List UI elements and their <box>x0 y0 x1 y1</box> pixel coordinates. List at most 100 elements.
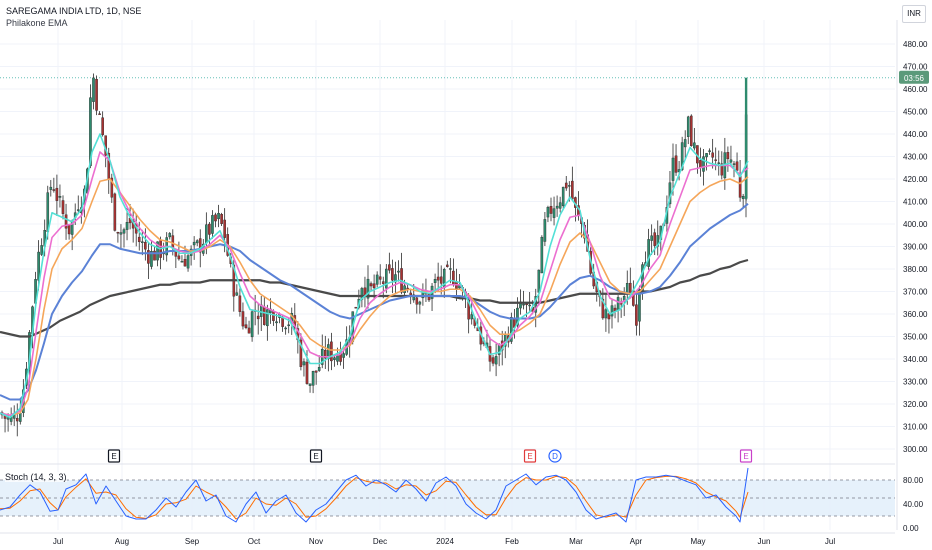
candle-body <box>564 182 568 189</box>
event-marker-label: E <box>527 452 532 461</box>
candle-body <box>540 236 544 274</box>
candle-body <box>452 270 455 285</box>
osc-tick-label: 0.00 <box>903 524 919 533</box>
candle-body <box>113 193 117 231</box>
candle-body <box>205 224 208 244</box>
event-marker[interactable]: E <box>107 449 121 463</box>
candle-body <box>147 250 150 264</box>
candle-body <box>174 251 178 257</box>
candle-body <box>708 150 711 152</box>
candle-body <box>525 303 528 306</box>
time-tick-label: Oct <box>248 537 261 546</box>
candle-body <box>418 301 422 305</box>
candle-body <box>137 236 141 243</box>
candle-body <box>537 269 541 293</box>
price-tick-label: 450.00 <box>903 108 928 117</box>
candle-body <box>195 240 199 244</box>
stoch-k-line <box>0 467 749 523</box>
time-tick-label: 2024 <box>436 537 454 546</box>
candle-body <box>397 270 400 273</box>
candle-body <box>625 283 629 293</box>
price-tick-label: 420.00 <box>903 175 928 184</box>
candle-body <box>375 274 379 285</box>
candle-body <box>156 241 159 261</box>
candle-body <box>568 185 571 187</box>
candle-body <box>58 196 62 198</box>
candle-body <box>186 255 190 269</box>
candle-body <box>49 186 53 190</box>
candle-body <box>366 278 370 299</box>
price-tick-label: 300.00 <box>903 445 928 454</box>
time-axis: Jul Aug Sep Oct Nov Dec 2024 Feb Mar Apr May Jun Jul <box>53 537 835 546</box>
candle-body <box>15 417 19 422</box>
candle-body <box>61 200 65 214</box>
candle-body <box>110 177 114 198</box>
candle-body <box>55 187 59 201</box>
price-tick-label: 380.00 <box>903 265 928 274</box>
candle-body <box>693 142 696 149</box>
candle-body <box>494 356 498 365</box>
candle-body <box>738 173 742 198</box>
candle-body <box>717 162 721 164</box>
price-tick-label: 320.00 <box>903 400 928 409</box>
candle-body <box>140 241 144 244</box>
candle-body <box>287 324 291 327</box>
candle-body <box>653 232 656 246</box>
time-tick-label: Feb <box>505 537 519 546</box>
event-marker[interactable]: D <box>548 449 562 463</box>
event-marker-shape <box>739 449 753 463</box>
candle-body <box>558 202 562 209</box>
candle-body <box>683 139 687 148</box>
candle-body <box>543 219 547 242</box>
event-marker[interactable]: E <box>523 449 537 463</box>
price-tick-label: 350.00 <box>903 333 928 342</box>
event-marker[interactable]: E <box>309 449 323 463</box>
candle-body <box>125 222 129 230</box>
candle-body <box>720 163 724 176</box>
time-tick-label: Jul <box>825 537 835 546</box>
candle-body <box>192 241 196 246</box>
candle-body <box>37 251 40 281</box>
candle-body <box>211 215 214 234</box>
candle-body <box>729 159 733 163</box>
candle-body <box>241 311 245 327</box>
candle-body <box>412 294 416 301</box>
indicator-name: Philakone EMA <box>6 18 68 28</box>
candle-body <box>235 292 239 296</box>
osc-tick-label: 40.00 <box>903 500 924 509</box>
candle-body <box>223 219 226 238</box>
event-marker-shape <box>523 449 537 463</box>
candle-body <box>735 161 739 171</box>
candle-body <box>433 279 437 283</box>
time-tick-label: Sep <box>185 537 200 546</box>
candle-body <box>705 153 708 158</box>
candle-body <box>601 298 605 319</box>
candle-body <box>372 283 376 289</box>
candle-body <box>635 304 638 326</box>
time-tick-label: Dec <box>373 537 387 546</box>
candle-body <box>336 355 339 362</box>
candle-body <box>561 186 565 207</box>
candle-body <box>516 307 519 326</box>
currency-selector[interactable]: INR <box>902 5 926 23</box>
candle-body <box>378 276 382 280</box>
event-marker-label: D <box>552 452 558 461</box>
candle-body <box>638 289 641 322</box>
candle-body <box>470 314 474 320</box>
event-marker-shape <box>548 449 562 463</box>
last-price-tag <box>899 70 929 84</box>
candle-body <box>616 297 620 311</box>
candle-body <box>330 341 333 362</box>
candle-body <box>510 317 513 342</box>
candle-body <box>449 268 452 270</box>
candle-body <box>436 276 440 281</box>
candle-body <box>101 117 104 136</box>
event-marker[interactable]: E <box>739 449 753 463</box>
candle-body <box>403 285 406 294</box>
candle-body <box>305 361 309 384</box>
candle-body <box>119 232 123 235</box>
candle-body <box>171 235 175 248</box>
candle-body <box>92 77 95 102</box>
